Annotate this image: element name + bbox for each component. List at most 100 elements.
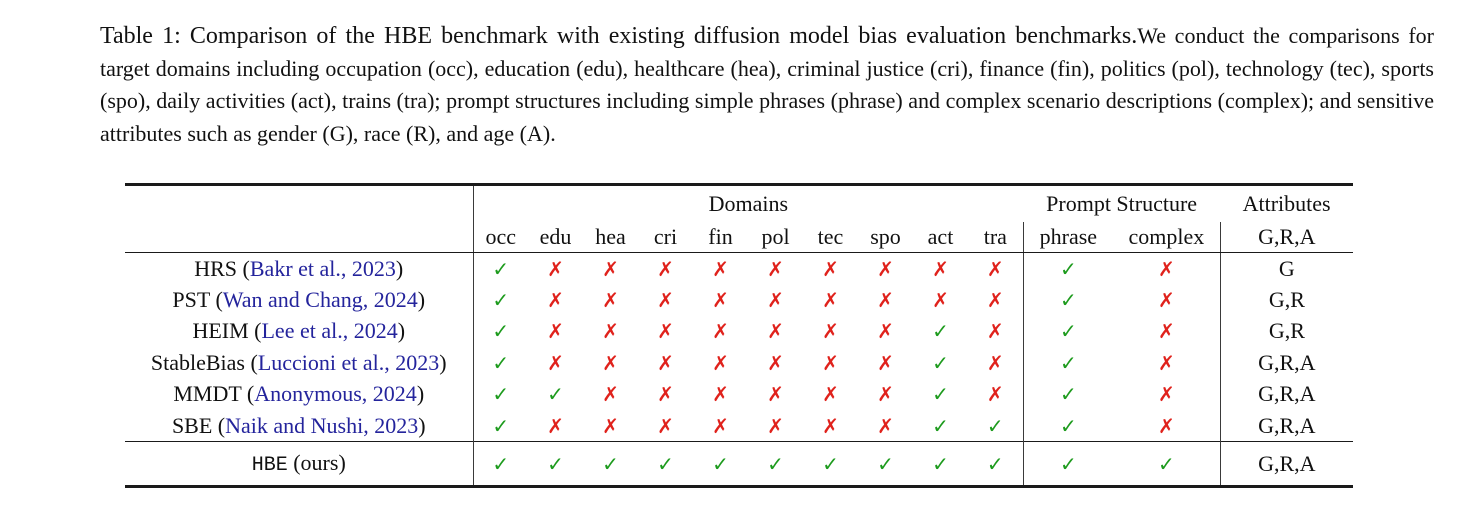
cross-icon: ✗	[547, 413, 564, 438]
group-header-row: Domains Prompt Structure Attributes	[125, 183, 1354, 222]
benchmark-name-cell: HRS (Bakr et al., 2023)	[125, 252, 474, 284]
cross-icon: ✗	[822, 350, 839, 375]
cross-icon: ✗	[877, 287, 894, 312]
cross-icon: ✗	[986, 287, 1004, 312]
mark-cell: ✗	[693, 379, 748, 411]
cross-icon: ✗	[877, 319, 894, 344]
cross-icon: ✗	[877, 382, 894, 407]
col-hea: hea	[583, 221, 638, 253]
table-row: HEIM (Lee et al., 2024) ✓ ✗ ✗ ✗ ✗ ✗ ✗ ✗ ✓ ✗ ✓ ✗ G,R	[125, 315, 1353, 348]
mark-cell: ✓	[1113, 441, 1221, 488]
cross-icon: ✗	[602, 256, 619, 281]
mark-cell: ✗	[693, 410, 748, 442]
citation-link[interactable]: Naik and Nushi, 2023	[225, 412, 419, 438]
mark-cell: ✗	[803, 347, 858, 379]
table-caption-body: We conduct the comparisons for target do…	[100, 23, 1434, 146]
mark-cell: ✗	[583, 410, 638, 442]
cross-icon: ✗	[986, 350, 1004, 375]
attributes-cell: G,R	[1268, 286, 1305, 312]
benchmark-name: MMDT	[173, 381, 242, 407]
col-tec: tec	[803, 221, 858, 253]
benchmark-name-cell: StableBias (Luccioni et al., 2023)	[125, 347, 474, 379]
attributes-cell: G,R,A	[1258, 381, 1316, 407]
cross-icon: ✗	[657, 319, 674, 344]
mark-cell: ✗	[528, 410, 583, 442]
check-icon: ✓	[932, 413, 949, 438]
col-phrase: phrase	[1023, 221, 1114, 253]
citation-link[interactable]: Anonymous, 2024	[254, 381, 417, 407]
check-icon: ✓	[932, 350, 949, 375]
comparison-table: Domains Prompt Structure Attributes occ e…	[125, 183, 1354, 488]
attributes-cell: G	[1278, 255, 1295, 281]
mark-cell: ✓	[473, 284, 528, 316]
cross-icon: ✗	[986, 319, 1004, 344]
citation-link[interactable]: Wan and Chang, 2024	[222, 286, 418, 312]
cross-icon: ✗	[1157, 382, 1175, 407]
mark-cell: ✓	[913, 379, 968, 411]
cross-icon: ✗	[877, 256, 894, 281]
mark-cell: ✓	[748, 441, 803, 488]
mark-cell: ✓	[473, 347, 528, 379]
mark-cell: ✗	[693, 316, 748, 348]
benchmark-name-cell: MMDT (Anonymous, 2024)	[125, 378, 474, 410]
mark-cell: ✓	[1023, 347, 1113, 379]
cross-icon: ✗	[657, 382, 674, 407]
attributes-cell: G,R	[1268, 318, 1305, 344]
table-caption-title: Table 1: Comparison of the HBE benchmark…	[100, 23, 1138, 49]
check-icon: ✓	[492, 350, 510, 375]
cross-icon: ✗	[1157, 413, 1175, 438]
check-icon: ✓	[822, 451, 839, 476]
mark-cell: ✗	[1113, 315, 1221, 347]
mark-cell: ✗	[858, 410, 913, 442]
mark-cell: ✗	[913, 253, 968, 285]
cross-icon: ✗	[712, 256, 729, 281]
benchmark-name-cell: HBE (ours)	[125, 441, 474, 488]
check-icon: ✓	[712, 451, 729, 476]
cross-icon: ✗	[932, 256, 949, 281]
check-icon: ✓	[932, 451, 949, 476]
cross-icon: ✗	[767, 413, 784, 438]
check-icon: ✓	[1059, 287, 1077, 312]
cross-icon: ✗	[712, 382, 729, 407]
col-tra: tra	[968, 221, 1024, 253]
mark-cell: ✗	[858, 347, 913, 379]
mark-cell: ✗	[638, 347, 693, 379]
domains-group-header: Domains	[473, 183, 1024, 222]
mark-cell: ✗	[803, 379, 858, 411]
citation-link[interactable]: Luccioni et al., 2023	[257, 349, 440, 375]
citation-link[interactable]: Lee et al., 2024	[261, 318, 398, 344]
check-icon: ✓	[492, 413, 510, 438]
check-icon: ✓	[547, 451, 564, 476]
check-icon: ✓	[767, 451, 784, 476]
mark-cell: ✗	[968, 315, 1024, 347]
table-row: MMDT (Anonymous, 2024) ✓ ✓ ✗ ✗ ✗ ✗ ✗ ✗ ✓ ✗ ✓ ✗ G,R,A	[125, 378, 1353, 411]
table-row: PST (Wan and Chang, 2024) ✓ ✗ ✗ ✗ ✗ ✗ ✗ ✗ ✗ ✗ ✓ ✗ G,R	[125, 284, 1353, 316]
cross-icon: ✗	[547, 319, 564, 344]
cross-icon: ✗	[657, 256, 674, 281]
mark-cell: ✗	[803, 253, 858, 285]
mark-cell: ✗	[528, 284, 583, 316]
mark-cell: ✓	[968, 441, 1024, 488]
mark-cell: ✗	[693, 284, 748, 316]
mark-cell: ✓	[1023, 253, 1113, 285]
ours-body: HBE (ours) ✓ ✓ ✓ ✓ ✓ ✓ ✓ ✓ ✓ ✓ ✓ ✓ G,R,A	[125, 441, 1354, 488]
mark-cell: ✗	[968, 347, 1024, 379]
ours-row: HBE (ours) ✓ ✓ ✓ ✓ ✓ ✓ ✓ ✓ ✓ ✓ ✓ ✓ G,R,A	[125, 441, 1354, 488]
check-icon: ✓	[1059, 413, 1077, 438]
empty-name-header-cell	[125, 221, 474, 253]
cross-icon: ✗	[547, 287, 564, 312]
attributes-cell: G,R,A	[1220, 441, 1354, 488]
cross-icon: ✗	[932, 287, 949, 312]
mark-cell: ✓	[638, 441, 693, 488]
mark-cell: ✗	[693, 347, 748, 379]
cross-icon: ✗	[767, 319, 784, 344]
citation-link[interactable]: Bakr et al., 2023	[249, 255, 396, 281]
benchmark-name: StableBias	[150, 349, 245, 375]
cross-icon: ✗	[602, 413, 619, 438]
attributes-group-header: Attributes	[1220, 183, 1354, 222]
check-icon: ✓	[932, 382, 949, 407]
mark-cell: ✗	[748, 284, 803, 316]
mark-cell: ✓	[968, 410, 1024, 442]
cross-icon: ✗	[822, 319, 839, 344]
mark-cell: ✗	[748, 316, 803, 348]
